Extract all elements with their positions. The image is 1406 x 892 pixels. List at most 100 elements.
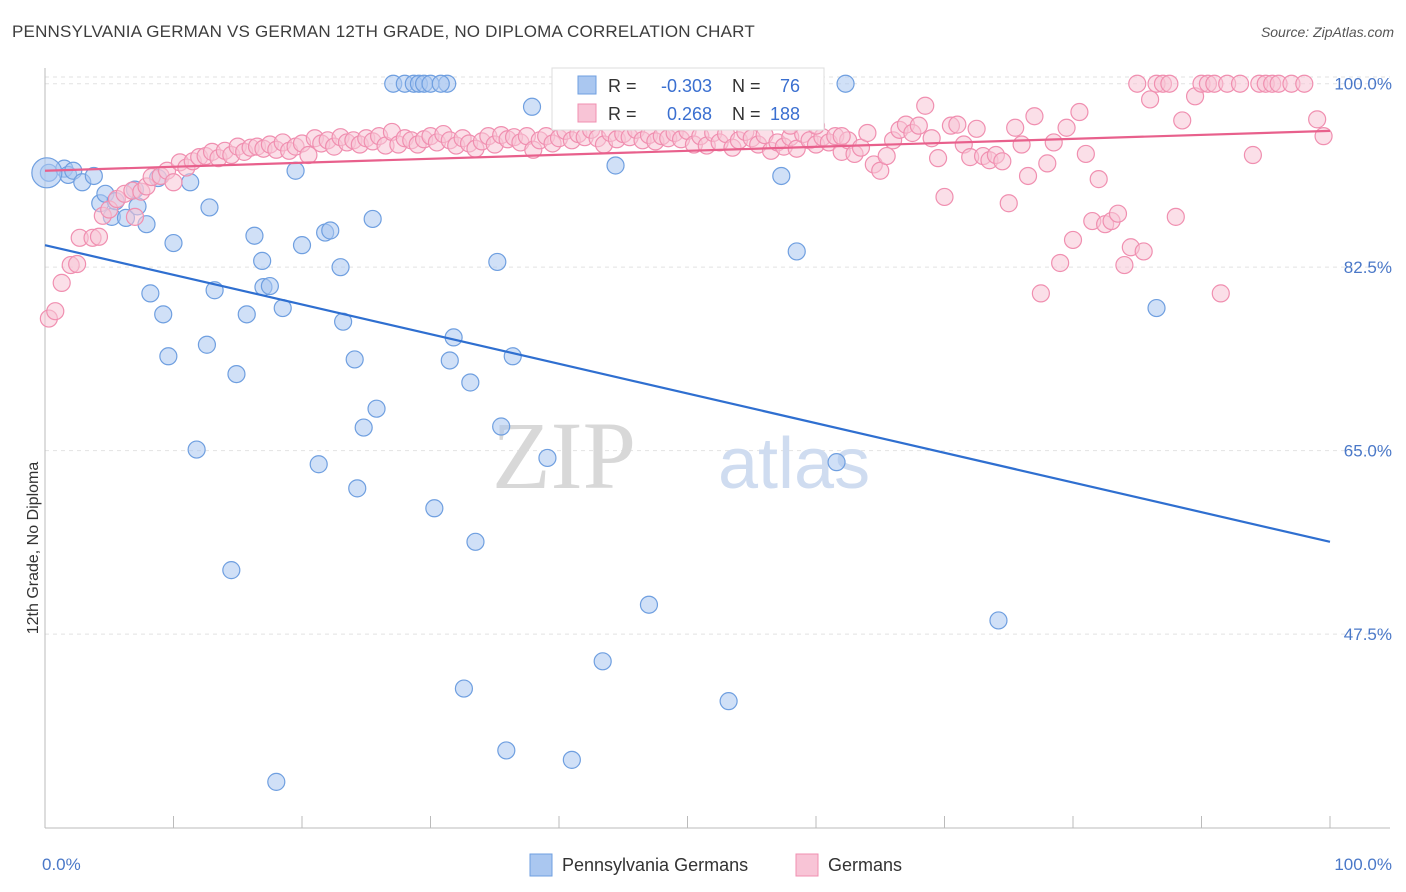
german-point-158	[1057, 118, 1076, 137]
german-point-139	[935, 187, 954, 207]
pennsylvania-german-point-64	[606, 156, 625, 175]
pennsylvania-german-point-43	[367, 399, 386, 418]
pennsylvania-german-point-54	[461, 373, 480, 392]
legend-r-value-0: -0.303	[661, 76, 712, 96]
pennsylvania-german-point-69	[836, 74, 855, 93]
pennsylvania-german-point-37	[331, 258, 350, 277]
german-point-167	[1115, 255, 1134, 275]
pennsylvania-german-point-72	[827, 453, 846, 472]
legend-n-label-0: N =	[732, 76, 761, 96]
pennsylvania-german-point-74	[431, 74, 450, 93]
german-point-154	[1031, 284, 1050, 303]
y-tick-label-3: 47.5%	[1344, 625, 1392, 644]
pennsylvania-german-point-68	[787, 242, 806, 261]
pennsylvania-german-point-26	[245, 226, 264, 245]
axes	[44, 68, 1390, 829]
german-point-152	[1018, 166, 1038, 186]
legend-r-label-0: R =	[608, 76, 637, 96]
pennsylvania-german-point-66	[719, 692, 738, 711]
german-point-169	[1128, 74, 1147, 93]
german-point-170	[1134, 242, 1153, 261]
bottom-legend-label-germans: Germans	[828, 855, 902, 875]
german-point-150	[1006, 118, 1025, 137]
x-tick-label-1: 100.0%	[1334, 855, 1392, 874]
pennsylvania-german-point-55	[466, 532, 485, 551]
german-point-138	[928, 149, 948, 168]
german-point-166	[1108, 204, 1128, 223]
pennsylvania-german-point-33	[292, 236, 312, 255]
german-point-141	[948, 115, 967, 134]
german-point-136	[916, 96, 935, 115]
pennsylvania-german-point-57	[492, 417, 511, 436]
german-point-183	[1230, 74, 1250, 93]
german-point-149	[999, 194, 1018, 213]
pennsylvania-german-point-14	[141, 284, 160, 303]
german-point-13	[125, 207, 145, 226]
pennsylvania-german-trendline	[44, 244, 1331, 543]
pennsylvania-german-point-36	[321, 221, 340, 240]
series-pennsylvania-germans	[31, 74, 1166, 791]
german-point-151	[1012, 135, 1031, 154]
stats-legend-box	[551, 67, 825, 131]
pennsylvania-german-point-25	[237, 305, 256, 324]
german-point-174	[1160, 74, 1179, 93]
y-tick-label-0: 100.0%	[1334, 75, 1392, 94]
german-point-157	[1051, 253, 1070, 273]
german-point-135	[909, 116, 928, 135]
pennsylvania-german-point-16	[159, 347, 178, 366]
pennsylvania-german-point-49	[425, 499, 444, 518]
x-tick-label-0: 0.0%	[42, 855, 81, 874]
bottom-legend-swatch-pennsylvania	[529, 853, 553, 877]
bottom-legend-swatch-germans	[795, 853, 819, 877]
pennsylvania-german-point-32	[286, 161, 305, 180]
pennsylvania-german-point-42	[363, 209, 382, 229]
pennsylvania-german-point-75	[154, 305, 173, 324]
legend-r-value-1: 0.268	[667, 104, 712, 124]
german-trendline	[44, 129, 1331, 172]
german-point-2	[52, 273, 71, 292]
pennsylvania-german-point-67	[772, 166, 791, 186]
pennsylvania-german-point-large	[31, 157, 63, 189]
pennsylvania-german-point-20	[197, 335, 217, 354]
pennsylvania-german-point-5	[84, 166, 103, 186]
legend-n-label-1: N =	[732, 104, 761, 124]
german-point-159	[1063, 230, 1083, 250]
y-tick-label-2: 65.0%	[1344, 442, 1392, 461]
pennsylvania-german-point-27	[253, 251, 272, 270]
german-point-176	[1173, 111, 1192, 130]
legend-swatch-germans	[577, 103, 597, 123]
legend-n-value-0: 76	[780, 76, 800, 96]
pennsylvania-german-point-71	[1147, 298, 1166, 318]
pennsylvania-german-point-39	[345, 350, 364, 369]
watermark-atlas: atlas	[718, 424, 870, 504]
german-point-127	[858, 123, 877, 143]
pennsylvania-german-point-29	[260, 276, 279, 296]
german-point-195	[832, 127, 851, 146]
pennsylvania-german-point-62	[562, 750, 581, 769]
german-point-175	[1166, 207, 1185, 226]
german-point-190	[1295, 74, 1314, 93]
pennsylvania-german-point-24	[227, 364, 246, 384]
german-point-1	[46, 302, 65, 321]
chart-title: PENNSYLVANIA GERMAN VS GERMAN 12TH GRADE…	[12, 22, 755, 41]
source-credit: Source: ZipAtlas.com	[1260, 24, 1394, 40]
pennsylvania-german-point-58	[497, 741, 516, 760]
pennsylvania-german-point-19	[187, 440, 206, 459]
german-point-163	[1089, 170, 1108, 189]
german-point-156	[1044, 133, 1063, 152]
legend-swatch-pennsylvania	[577, 75, 597, 95]
pennsylvania-german-point-40	[348, 479, 367, 498]
pennsylvania-german-point-41	[354, 418, 373, 437]
bottom-legend-label-pennsylvania: Pennsylvania Germans	[562, 855, 748, 875]
german-point-184	[1243, 145, 1263, 165]
pennsylvania-german-point-53	[454, 679, 474, 698]
german-point-160	[1070, 102, 1089, 122]
german-point-130	[877, 146, 896, 166]
pennsylvania-german-point-59	[503, 347, 522, 366]
german-point-171	[1140, 90, 1160, 109]
pennsylvania-german-point-51	[440, 351, 459, 370]
german-point-7	[89, 227, 109, 246]
pennsylvania-german-point-70	[989, 611, 1008, 630]
pennsylvania-german-point-21	[200, 198, 219, 217]
